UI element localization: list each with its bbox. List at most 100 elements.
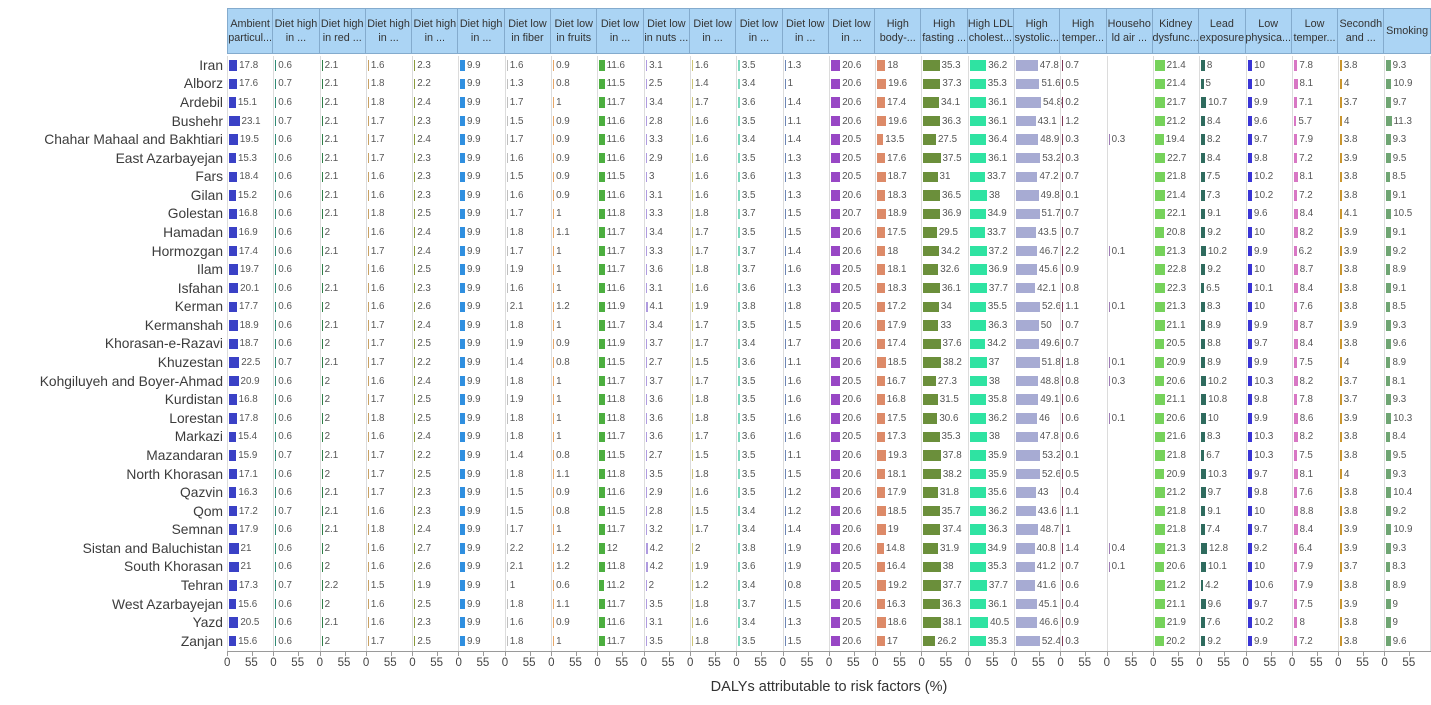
bar[interactable] bbox=[1154, 264, 1166, 275]
bar[interactable] bbox=[1062, 468, 1064, 480]
bar[interactable] bbox=[1340, 580, 1342, 591]
bar[interactable] bbox=[784, 115, 786, 127]
bar[interactable] bbox=[738, 171, 740, 182]
bar[interactable] bbox=[830, 413, 841, 424]
bar[interactable] bbox=[599, 450, 605, 461]
bar[interactable] bbox=[830, 338, 841, 350]
bar[interactable] bbox=[645, 245, 648, 257]
bar[interactable] bbox=[1154, 338, 1165, 350]
bar[interactable] bbox=[1062, 134, 1064, 145]
bar[interactable] bbox=[691, 357, 693, 368]
bar[interactable] bbox=[414, 152, 416, 164]
bar[interactable] bbox=[1062, 320, 1064, 331]
bar[interactable] bbox=[923, 190, 941, 201]
bar[interactable] bbox=[460, 375, 465, 387]
bar[interactable] bbox=[1016, 282, 1036, 294]
bar[interactable] bbox=[553, 598, 555, 610]
bar[interactable] bbox=[275, 190, 277, 201]
bar[interactable] bbox=[830, 561, 841, 573]
column-header[interactable]: Diet low in ... bbox=[689, 8, 737, 54]
bar[interactable] bbox=[1154, 320, 1165, 331]
bar[interactable] bbox=[1340, 115, 1342, 127]
bar[interactable] bbox=[877, 468, 886, 480]
bar[interactable] bbox=[784, 227, 786, 238]
bar[interactable] bbox=[599, 431, 605, 443]
bar[interactable] bbox=[553, 487, 555, 498]
bar[interactable] bbox=[1386, 78, 1392, 90]
bar[interactable] bbox=[969, 245, 987, 257]
bar[interactable] bbox=[275, 561, 277, 573]
bar[interactable] bbox=[367, 413, 369, 424]
bar[interactable] bbox=[506, 543, 508, 554]
bar[interactable] bbox=[1340, 282, 1342, 294]
bar[interactable] bbox=[877, 78, 887, 90]
bar[interactable] bbox=[367, 598, 369, 610]
column-header[interactable]: Low temper... bbox=[1291, 8, 1339, 54]
column-header[interactable]: Diet low in ... bbox=[782, 8, 829, 54]
bar[interactable] bbox=[1386, 245, 1391, 257]
bar[interactable] bbox=[553, 450, 555, 461]
bar[interactable] bbox=[1340, 598, 1342, 610]
bar[interactable] bbox=[784, 561, 786, 573]
bar[interactable] bbox=[645, 561, 648, 573]
bar[interactable] bbox=[229, 338, 238, 350]
bar[interactable] bbox=[1293, 561, 1298, 573]
bar[interactable] bbox=[460, 208, 465, 220]
bar[interactable] bbox=[460, 115, 465, 127]
bar[interactable] bbox=[645, 524, 648, 535]
bar[interactable] bbox=[599, 264, 605, 275]
bar[interactable] bbox=[229, 598, 237, 610]
bar[interactable] bbox=[321, 617, 323, 628]
bar[interactable] bbox=[1293, 227, 1298, 238]
bar[interactable] bbox=[506, 78, 508, 90]
bar[interactable] bbox=[969, 60, 987, 71]
bar[interactable] bbox=[1247, 264, 1253, 275]
bar[interactable] bbox=[969, 617, 989, 628]
bar[interactable] bbox=[553, 635, 555, 647]
bar[interactable] bbox=[1247, 543, 1252, 554]
bar[interactable] bbox=[923, 320, 939, 331]
bar[interactable] bbox=[1293, 190, 1298, 201]
bar[interactable] bbox=[877, 301, 885, 313]
bar[interactable] bbox=[738, 598, 740, 610]
column-header[interactable]: High LDL cholest... bbox=[967, 8, 1015, 54]
bar[interactable] bbox=[506, 561, 508, 573]
bar[interactable] bbox=[229, 227, 237, 238]
bar[interactable] bbox=[1108, 413, 1110, 424]
bar[interactable] bbox=[506, 301, 508, 313]
bar[interactable] bbox=[691, 264, 693, 275]
bar[interactable] bbox=[506, 97, 508, 108]
bar[interactable] bbox=[738, 78, 740, 90]
bar[interactable] bbox=[275, 598, 277, 610]
bar[interactable] bbox=[275, 115, 277, 127]
column-header[interactable]: Diet low in fruits bbox=[551, 8, 598, 54]
bar[interactable] bbox=[321, 413, 323, 424]
bar[interactable] bbox=[969, 134, 987, 145]
bar[interactable] bbox=[1062, 394, 1064, 405]
bar[interactable] bbox=[460, 190, 465, 201]
bar[interactable] bbox=[877, 282, 886, 294]
bar[interactable] bbox=[969, 468, 987, 480]
bar[interactable] bbox=[1293, 152, 1298, 164]
bar[interactable] bbox=[1293, 97, 1298, 108]
bar[interactable] bbox=[923, 152, 941, 164]
bar[interactable] bbox=[1201, 375, 1206, 387]
bar[interactable] bbox=[321, 115, 323, 127]
bar[interactable] bbox=[1247, 190, 1253, 201]
bar[interactable] bbox=[229, 78, 237, 90]
bar[interactable] bbox=[414, 301, 416, 313]
bar[interactable] bbox=[1293, 635, 1298, 647]
bar[interactable] bbox=[1062, 524, 1064, 535]
bar[interactable] bbox=[321, 580, 323, 591]
column-header[interactable]: Secondh and ... bbox=[1338, 8, 1385, 54]
bar[interactable] bbox=[969, 561, 986, 573]
bar[interactable] bbox=[506, 394, 508, 405]
bar[interactable] bbox=[1386, 97, 1391, 108]
bar[interactable] bbox=[969, 580, 987, 591]
bar[interactable] bbox=[460, 561, 465, 573]
bar[interactable] bbox=[738, 245, 740, 257]
bar[interactable] bbox=[969, 487, 986, 498]
bar[interactable] bbox=[923, 60, 940, 71]
bar[interactable] bbox=[923, 375, 936, 387]
bar[interactable] bbox=[460, 301, 465, 313]
